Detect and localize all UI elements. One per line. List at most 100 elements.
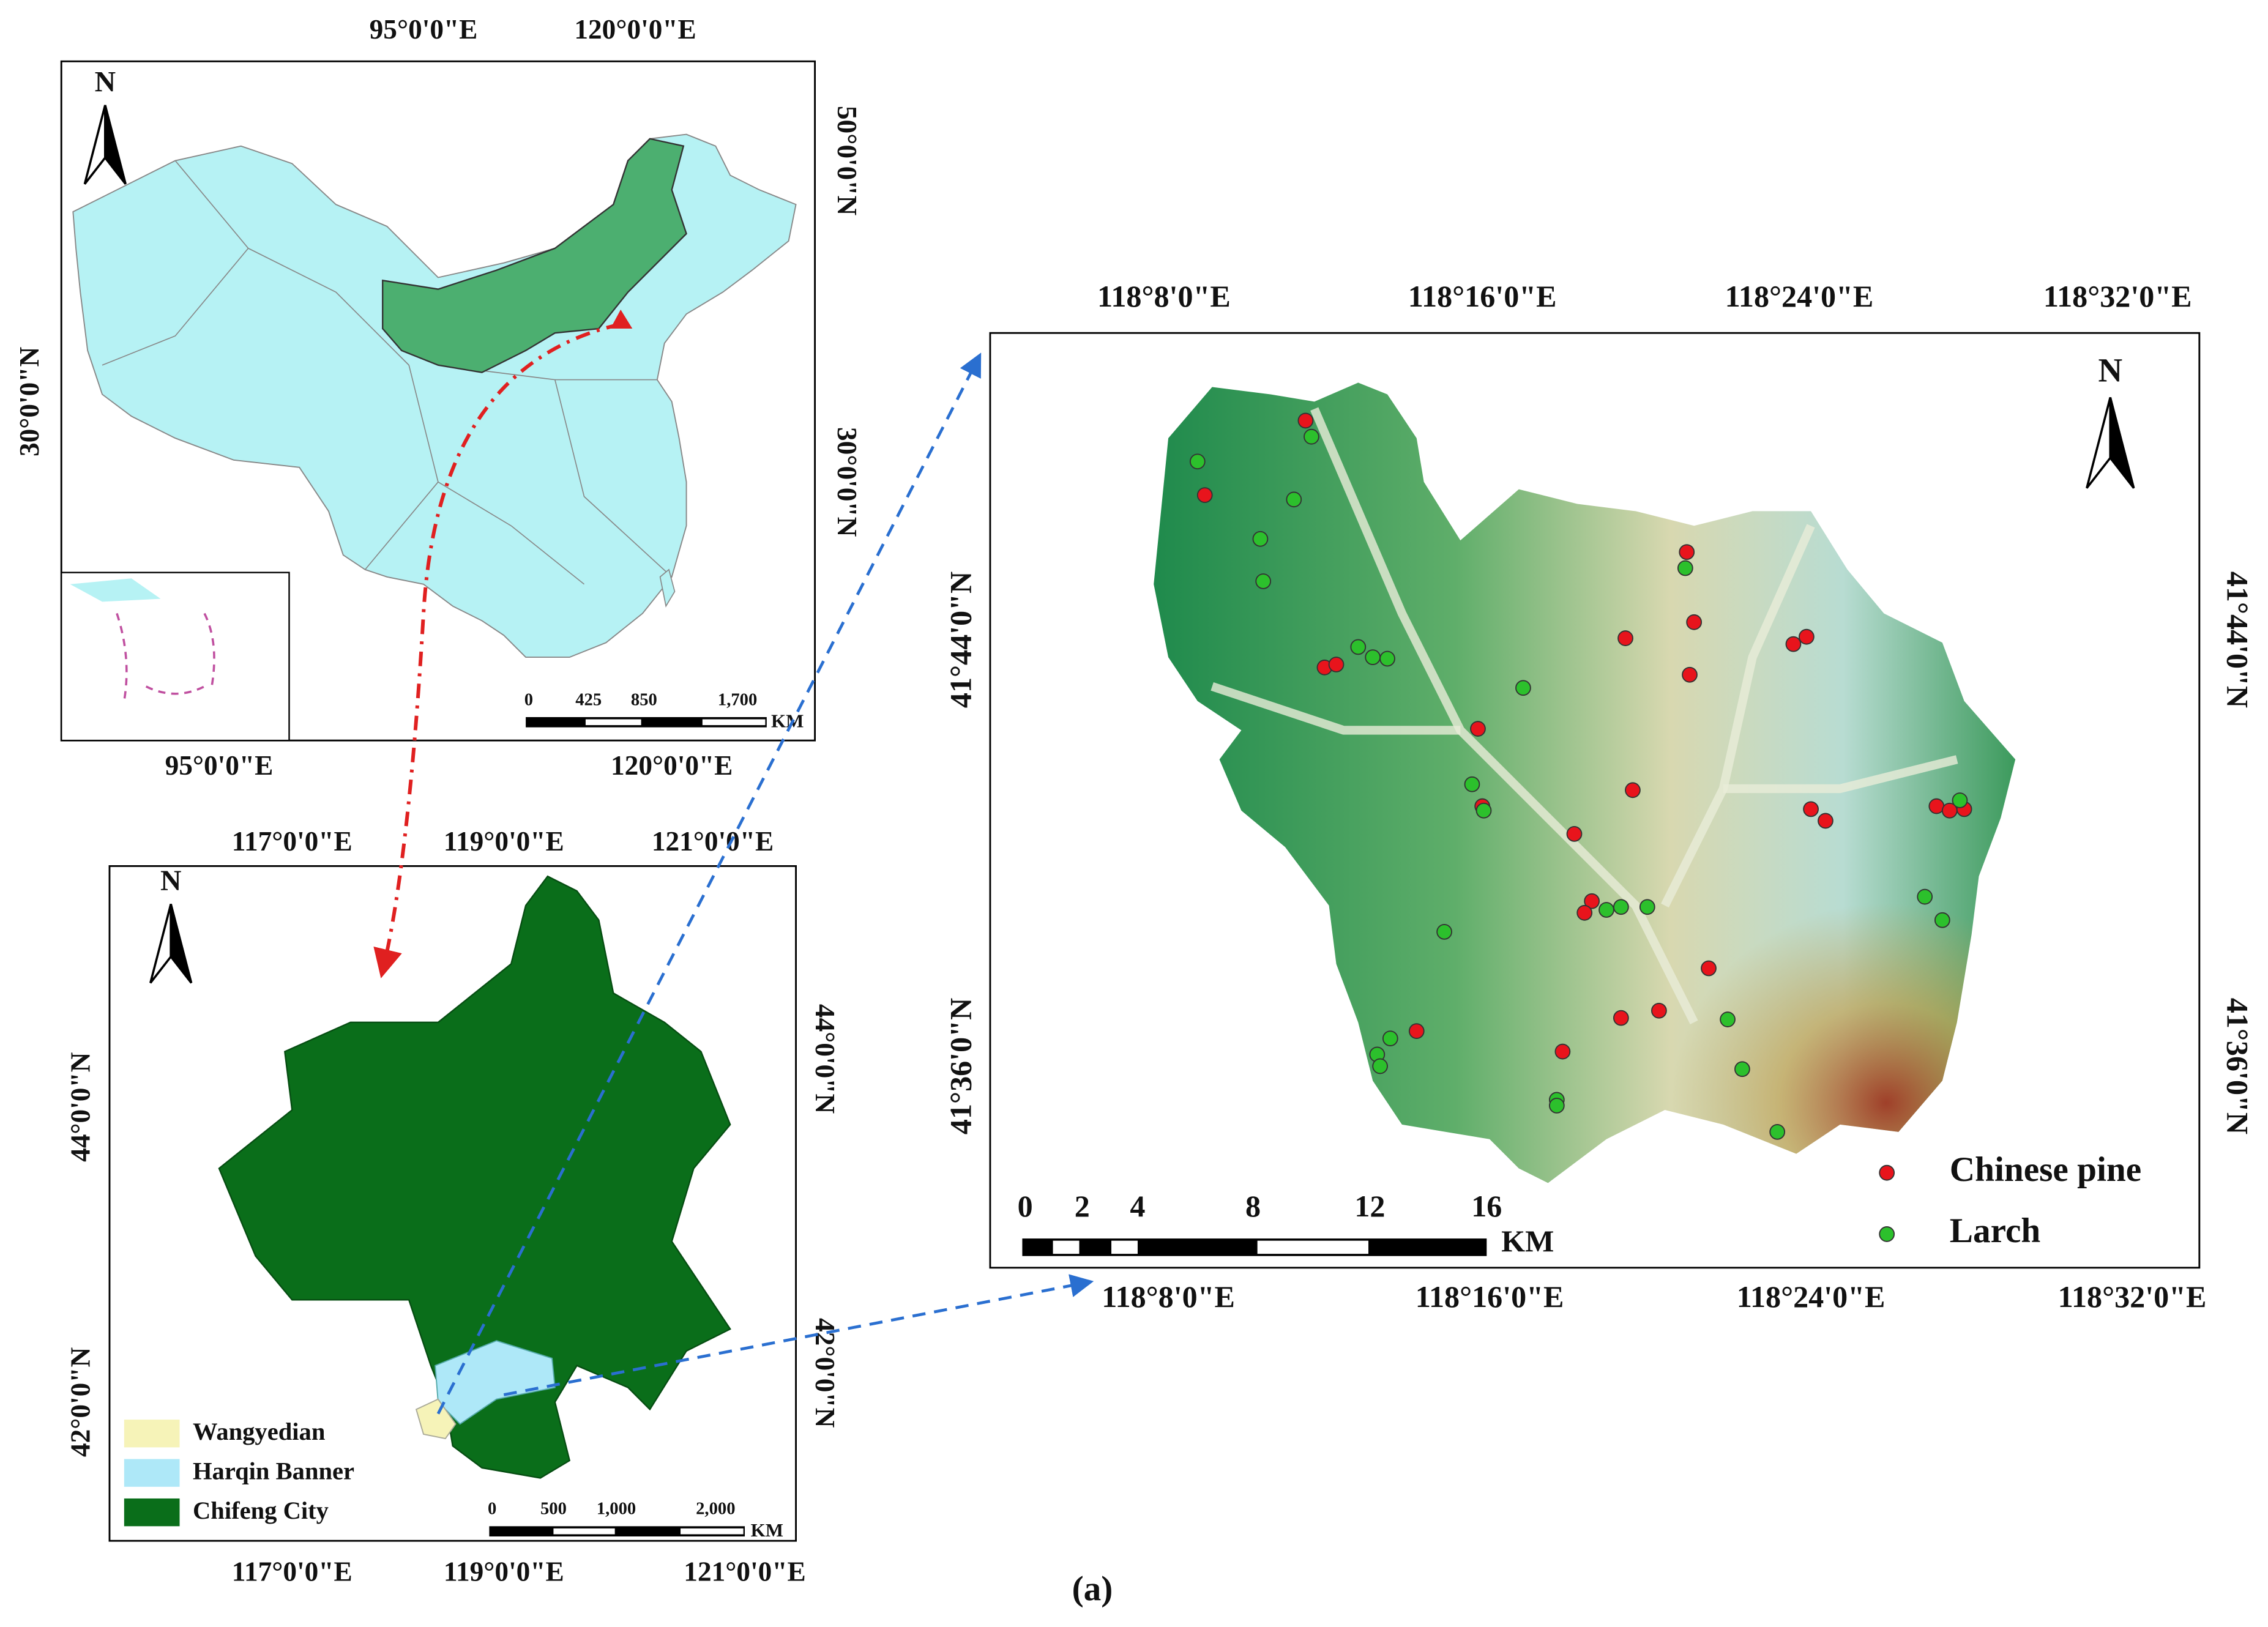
tick-label: 118°24'0"E (1737, 1279, 1886, 1314)
scale-bar-segment (1053, 1240, 1080, 1254)
legend-swatch (124, 1498, 180, 1527)
larch-site (1769, 1123, 1786, 1140)
scale-label: 425 (575, 690, 602, 709)
north-arrow (2109, 397, 2135, 489)
larch-site (1548, 1097, 1565, 1114)
legend-marker (1879, 1226, 1895, 1242)
chinese-pine-site (1408, 1023, 1425, 1040)
larch-site (1350, 639, 1367, 655)
legend-label: Harqin Banner (193, 1458, 354, 1485)
chinese-pine-site (1196, 487, 1213, 504)
larch-site (1639, 899, 1655, 915)
scale-bar-segment (1111, 1240, 1138, 1254)
larch-site (1917, 888, 1933, 905)
province-border (364, 482, 439, 570)
chinese-pine-site (1679, 544, 1695, 560)
larch-site (1379, 650, 1395, 667)
scale-label: 16 (1471, 1189, 1502, 1223)
tick-label: 118°32'0"E (2043, 279, 2192, 313)
chinese-pine-site (1328, 657, 1345, 672)
province-border (510, 525, 585, 585)
north-label: N (160, 865, 181, 897)
larch-site (1515, 680, 1531, 696)
tick-label: 118°32'0"E (2058, 1279, 2207, 1314)
inset-frame (61, 571, 290, 742)
tick-label: 42°0'0"N (65, 1347, 95, 1458)
north-arrow (170, 904, 193, 984)
tick-label: 44°0'0"N (65, 1052, 95, 1162)
scale-label: 4 (1130, 1189, 1145, 1223)
scale-bar-segment (702, 719, 766, 726)
legend-label: Chifeng City (193, 1497, 329, 1524)
tick-label: 44°0'0"N (810, 1004, 840, 1114)
valley (1723, 755, 1958, 794)
scale-label: 8 (1245, 1189, 1261, 1223)
tick-label: 121°0'0"E (652, 826, 774, 857)
scale-bar-segment (553, 1528, 615, 1535)
tick-label: 117°0'0"E (232, 1556, 353, 1587)
tick-label: 95°0'0"E (165, 750, 274, 781)
scale-label: 0 (524, 690, 533, 709)
legend-marker (1879, 1164, 1895, 1181)
chinese-pine-site (1686, 614, 1703, 630)
scale-label: 2,000 (696, 1499, 735, 1519)
larch-site (1372, 1058, 1388, 1074)
larch-site (1255, 573, 1272, 589)
valley (1661, 524, 1815, 908)
chinese-pine-site (1799, 628, 1815, 645)
tick-label: 119°0'0"E (444, 826, 564, 857)
larch-site (1286, 491, 1302, 508)
tick-label: 118°16'0"E (1408, 279, 1557, 313)
scale-bar-segment (1257, 1240, 1369, 1254)
legend-label: Chinese pine (1950, 1150, 2141, 1189)
tick-label: 30°0'0"N (832, 427, 862, 537)
taiwan (659, 568, 676, 608)
chinese-pine-site (1803, 801, 1819, 817)
larch-site (1436, 923, 1452, 940)
tick-label: 30°0'0"N (14, 346, 45, 456)
scale-unit: KM (771, 710, 804, 732)
province-border (335, 291, 512, 526)
valley (1210, 682, 1461, 735)
larch-site (1934, 912, 1950, 928)
scale-label: 12 (1354, 1189, 1385, 1223)
inner-mongolia (382, 138, 687, 373)
larch-site (1304, 428, 1319, 445)
scale-label: 0 (488, 1499, 496, 1519)
connector-arrow (436, 352, 982, 1415)
scale-label: 1,700 (718, 690, 757, 709)
larch-site (1464, 776, 1480, 792)
chinese-pine-site (1651, 1002, 1667, 1019)
larch-site (1365, 649, 1381, 665)
tick-label: 118°24'0"E (1725, 279, 1874, 313)
chinese-pine-site (1682, 666, 1698, 683)
scale-label: 850 (631, 690, 657, 709)
inset-land (70, 578, 161, 602)
tick-label: 41°36'0"N (943, 998, 977, 1134)
tick-label: 41°44'0"N (943, 571, 977, 708)
north-label: N (95, 65, 116, 98)
scale-bar-segment (681, 1528, 744, 1535)
chinese-pine-site (1617, 630, 1633, 646)
larch-site (1734, 1061, 1750, 1078)
tick-label: 50°0'0"N (832, 106, 862, 216)
scale-label: 0 (1018, 1189, 1033, 1223)
larch-site (1720, 1011, 1736, 1027)
legend-label: Larch (1950, 1212, 2040, 1250)
tick-label: 118°8'0"E (1102, 1279, 1235, 1314)
scale-bar-segment (585, 719, 641, 726)
larch-site (1598, 902, 1614, 918)
chinese-pine-site (1818, 813, 1833, 829)
connector-arrow (503, 1274, 1094, 1396)
chinese-pine-site (1554, 1043, 1571, 1060)
legend-label: Wangyedian (193, 1418, 325, 1445)
tick-label: 119°0'0"E (444, 1556, 564, 1587)
tick-label: 41°44'0"N (2221, 571, 2255, 708)
larch-site (1252, 531, 1269, 547)
dem-highland (1154, 382, 2016, 1183)
legend-swatch (124, 1420, 180, 1448)
connector-arrow (373, 322, 621, 978)
larch-site (1613, 899, 1629, 915)
tick-label: 118°8'0"E (1097, 279, 1231, 313)
scale-unit: KM (751, 1519, 783, 1541)
